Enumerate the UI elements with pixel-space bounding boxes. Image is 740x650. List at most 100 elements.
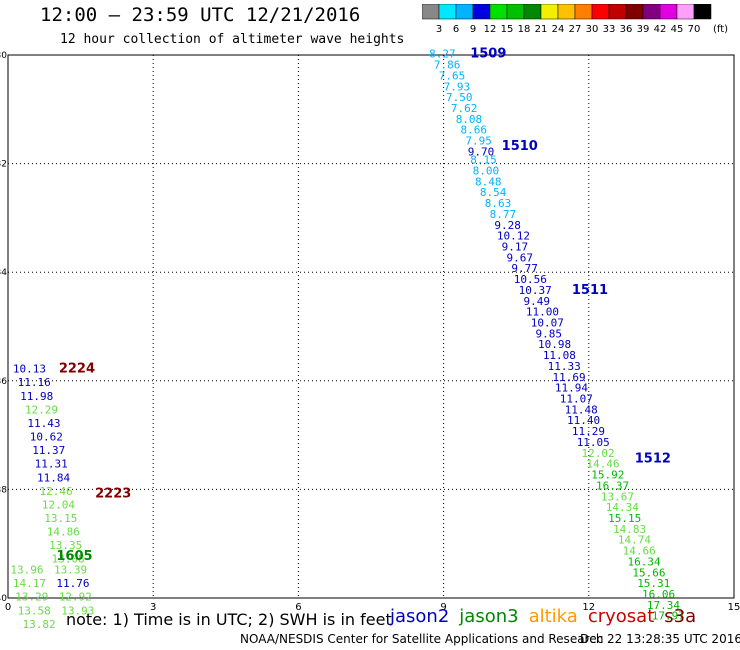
wave-height-value: 14.34 [606,501,639,514]
satellite-legend-item: altika [528,606,578,627]
wave-height-value: 11.94 [555,382,588,395]
x-tick-label: 12 [582,602,595,613]
y-tick-label: -30 [0,51,7,61]
wave-height-value: 9.49 [523,295,550,308]
wave-height-value: 15.31 [637,577,670,590]
wave-height-value: 13.35 [49,539,82,552]
y-tick-label: -36 [0,377,7,387]
plot-frame [7,54,735,599]
satellite-legend-item: cryosat [587,606,655,627]
wave-height-value: 13.96 [10,564,43,577]
pass-time-label: 2224 [59,362,95,377]
wave-height-value: 7.50 [446,91,473,104]
color-scale-label: 9 [470,24,476,35]
wave-height-value: 11.29 [572,425,605,438]
wave-height-value: 8.15 [470,154,497,167]
x-tick-label: 3 [150,602,156,613]
footer-note: note: 1) Time is in UTC; 2) SWH is in fe… [66,610,392,629]
wave-height-value: 9.77 [511,262,538,275]
satellite-legend-item: jason3 [459,606,519,627]
pass-time-label: 1510 [502,139,538,154]
wave-height-value: 11.33 [548,360,581,373]
wave-height-value: 12.02 [582,447,615,460]
wave-height-value: 13.39 [54,564,87,577]
y-tick-label: -38 [0,485,7,495]
wave-height-value: 11.00 [526,306,559,319]
wave-height-value: 12.46 [39,485,72,498]
wave-height-value: 15.92 [591,469,624,482]
wave-height-value: 11.40 [567,414,600,427]
color-scale-label: 15 [501,24,514,35]
pass-time-label: 1509 [470,47,506,62]
wave-height-value: 8.63 [485,197,512,210]
satellite-legend: jason2 jason3 altika cryosat s3a [390,606,706,627]
color-scale-label: 39 [637,24,650,35]
wave-height-value: 13.82 [23,618,56,631]
pass-time-label: 1605 [56,549,92,564]
wave-height-value: 12.04 [42,498,75,511]
wave-height-value: 14.74 [618,534,651,547]
wave-height-value: 17.97 [652,610,685,623]
wave-height-value: 7.86 [434,59,461,72]
wave-height-value: 12.92 [59,591,92,604]
pass-time-label: 2223 [95,487,131,502]
wave-height-value: 8.27 [429,48,456,61]
y-tick-label: -34 [0,268,7,278]
satellite-legend-item: s3a [664,606,697,627]
wave-height-value: 14.46 [586,458,619,471]
color-scale-label: 27 [569,24,582,35]
color-scale-label: 70 [688,24,701,35]
color-swatch [693,4,712,20]
x-tick-label: 6 [295,602,301,613]
wave-height-value: 8.48 [475,175,502,188]
wave-height-value: 11.48 [565,403,598,416]
color-scale-legend: 3 6 9 12 15 18 21 24 27 30 33 36 39 42 45 70 (ft) [422,4,728,35]
wave-height-value: 15.15 [608,512,641,525]
color-scale-label: 36 [620,24,633,35]
wave-height-value: 13.93 [61,604,94,617]
wave-height-value: 14.66 [623,545,656,558]
color-scale-label: 33 [603,24,616,35]
wave-height-value: 11.76 [56,577,89,590]
color-scale-label: 21 [535,24,548,35]
wave-height-value: 13.29 [15,591,48,604]
color-scale-label: 12 [484,24,497,35]
wave-height-value: 13.15 [44,512,77,525]
wave-height-value: 10.56 [514,273,547,286]
wave-height-value: 8.54 [480,186,507,199]
wave-height-value: 9.70 [468,145,495,158]
wave-height-value: 7.95 [465,135,492,148]
color-scale-label: 3 [436,24,442,35]
wave-height-value: 7.93 [444,80,471,93]
satellite-legend-item: jason2 [390,606,450,627]
color-scale-label: 24 [552,24,565,35]
wave-height-value: 10.12 [497,230,530,243]
wave-height-value: 8.00 [473,164,500,177]
wave-height-value: 9.85 [536,327,563,340]
wave-height-value: 16.34 [628,555,661,568]
wave-height-value: 10.07 [531,317,564,330]
color-scale-label: 42 [654,24,667,35]
pass-time-label: 1512 [635,451,671,466]
wave-height-value: 8.66 [461,124,488,137]
wave-height-value: 12.29 [25,403,58,416]
color-scale-label: 18 [518,24,531,35]
x-tick-label: 0 [5,602,11,613]
wave-height-value: 7.65 [439,69,466,82]
color-scale-label: 30 [586,24,599,35]
wave-height-value: 17.34 [647,599,680,612]
wave-height-value: 11.84 [37,471,70,484]
y-tick-label: -32 [0,160,7,170]
pass-time-label: 1511 [572,283,608,298]
wave-height-value: 13.58 [18,604,51,617]
wave-height-value: 11.43 [27,417,60,430]
wave-height-value: 14.17 [13,577,46,590]
x-tick-label: 9 [440,602,446,613]
wave-height-value: 10.98 [538,338,571,351]
wave-height-value: 9.67 [507,251,534,264]
wave-height-value: 8.08 [456,113,483,126]
wave-height-value: 10.37 [519,284,552,297]
wave-height-value: 11.08 [543,349,576,362]
wave-height-value: 13.67 [601,490,634,503]
footer-credit: NOAA/NESDIS Center for Satellite Applica… [240,632,604,646]
